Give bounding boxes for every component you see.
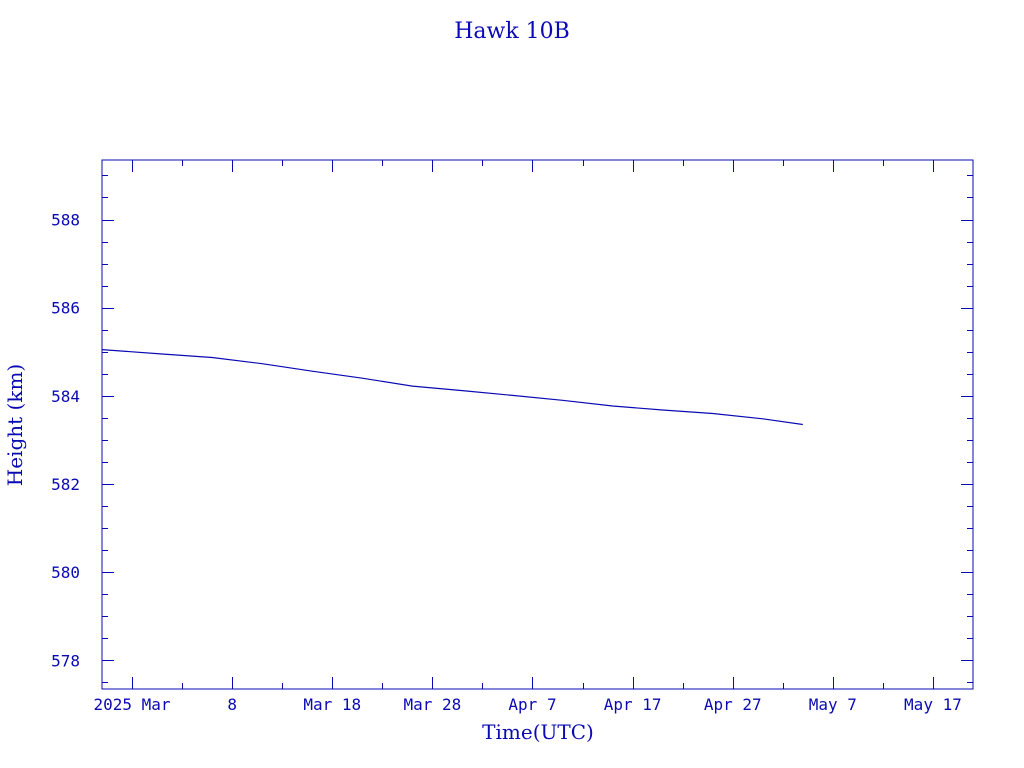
y-tick-label: 586 <box>51 299 80 318</box>
x-tick-label: May 7 <box>809 695 857 714</box>
y-tick-label: 580 <box>51 563 80 582</box>
plot-area: 578 580 582 584 586 588 2025 Mar 8 Mar 18 Mar 28 A… <box>51 159 974 714</box>
x-tick-label: Apr 17 <box>604 695 662 714</box>
x-tick-label: Mar 28 <box>403 695 461 714</box>
plot-frame <box>101 159 974 690</box>
x-tick-label: May 17 <box>904 695 962 714</box>
x-tick-label: 8 <box>227 695 237 714</box>
x-tick-label: Mar 18 <box>303 695 361 714</box>
x-axis-label: Time(UTC) <box>482 720 594 744</box>
height-series-line <box>101 349 803 426</box>
chart-title: Hawk 10B <box>454 19 570 44</box>
y-axis-label: Height (km) <box>3 364 27 486</box>
y-tick-label: 582 <box>51 475 80 494</box>
y-tick-label: 578 <box>51 651 80 670</box>
x-tick-label: 2025 Mar <box>94 695 171 714</box>
x-tick-label: Apr 7 <box>508 695 556 714</box>
y-tick-label: 584 <box>51 387 80 406</box>
x-tick-label: Apr 27 <box>704 695 762 714</box>
y-tick-label: 588 <box>51 211 80 230</box>
